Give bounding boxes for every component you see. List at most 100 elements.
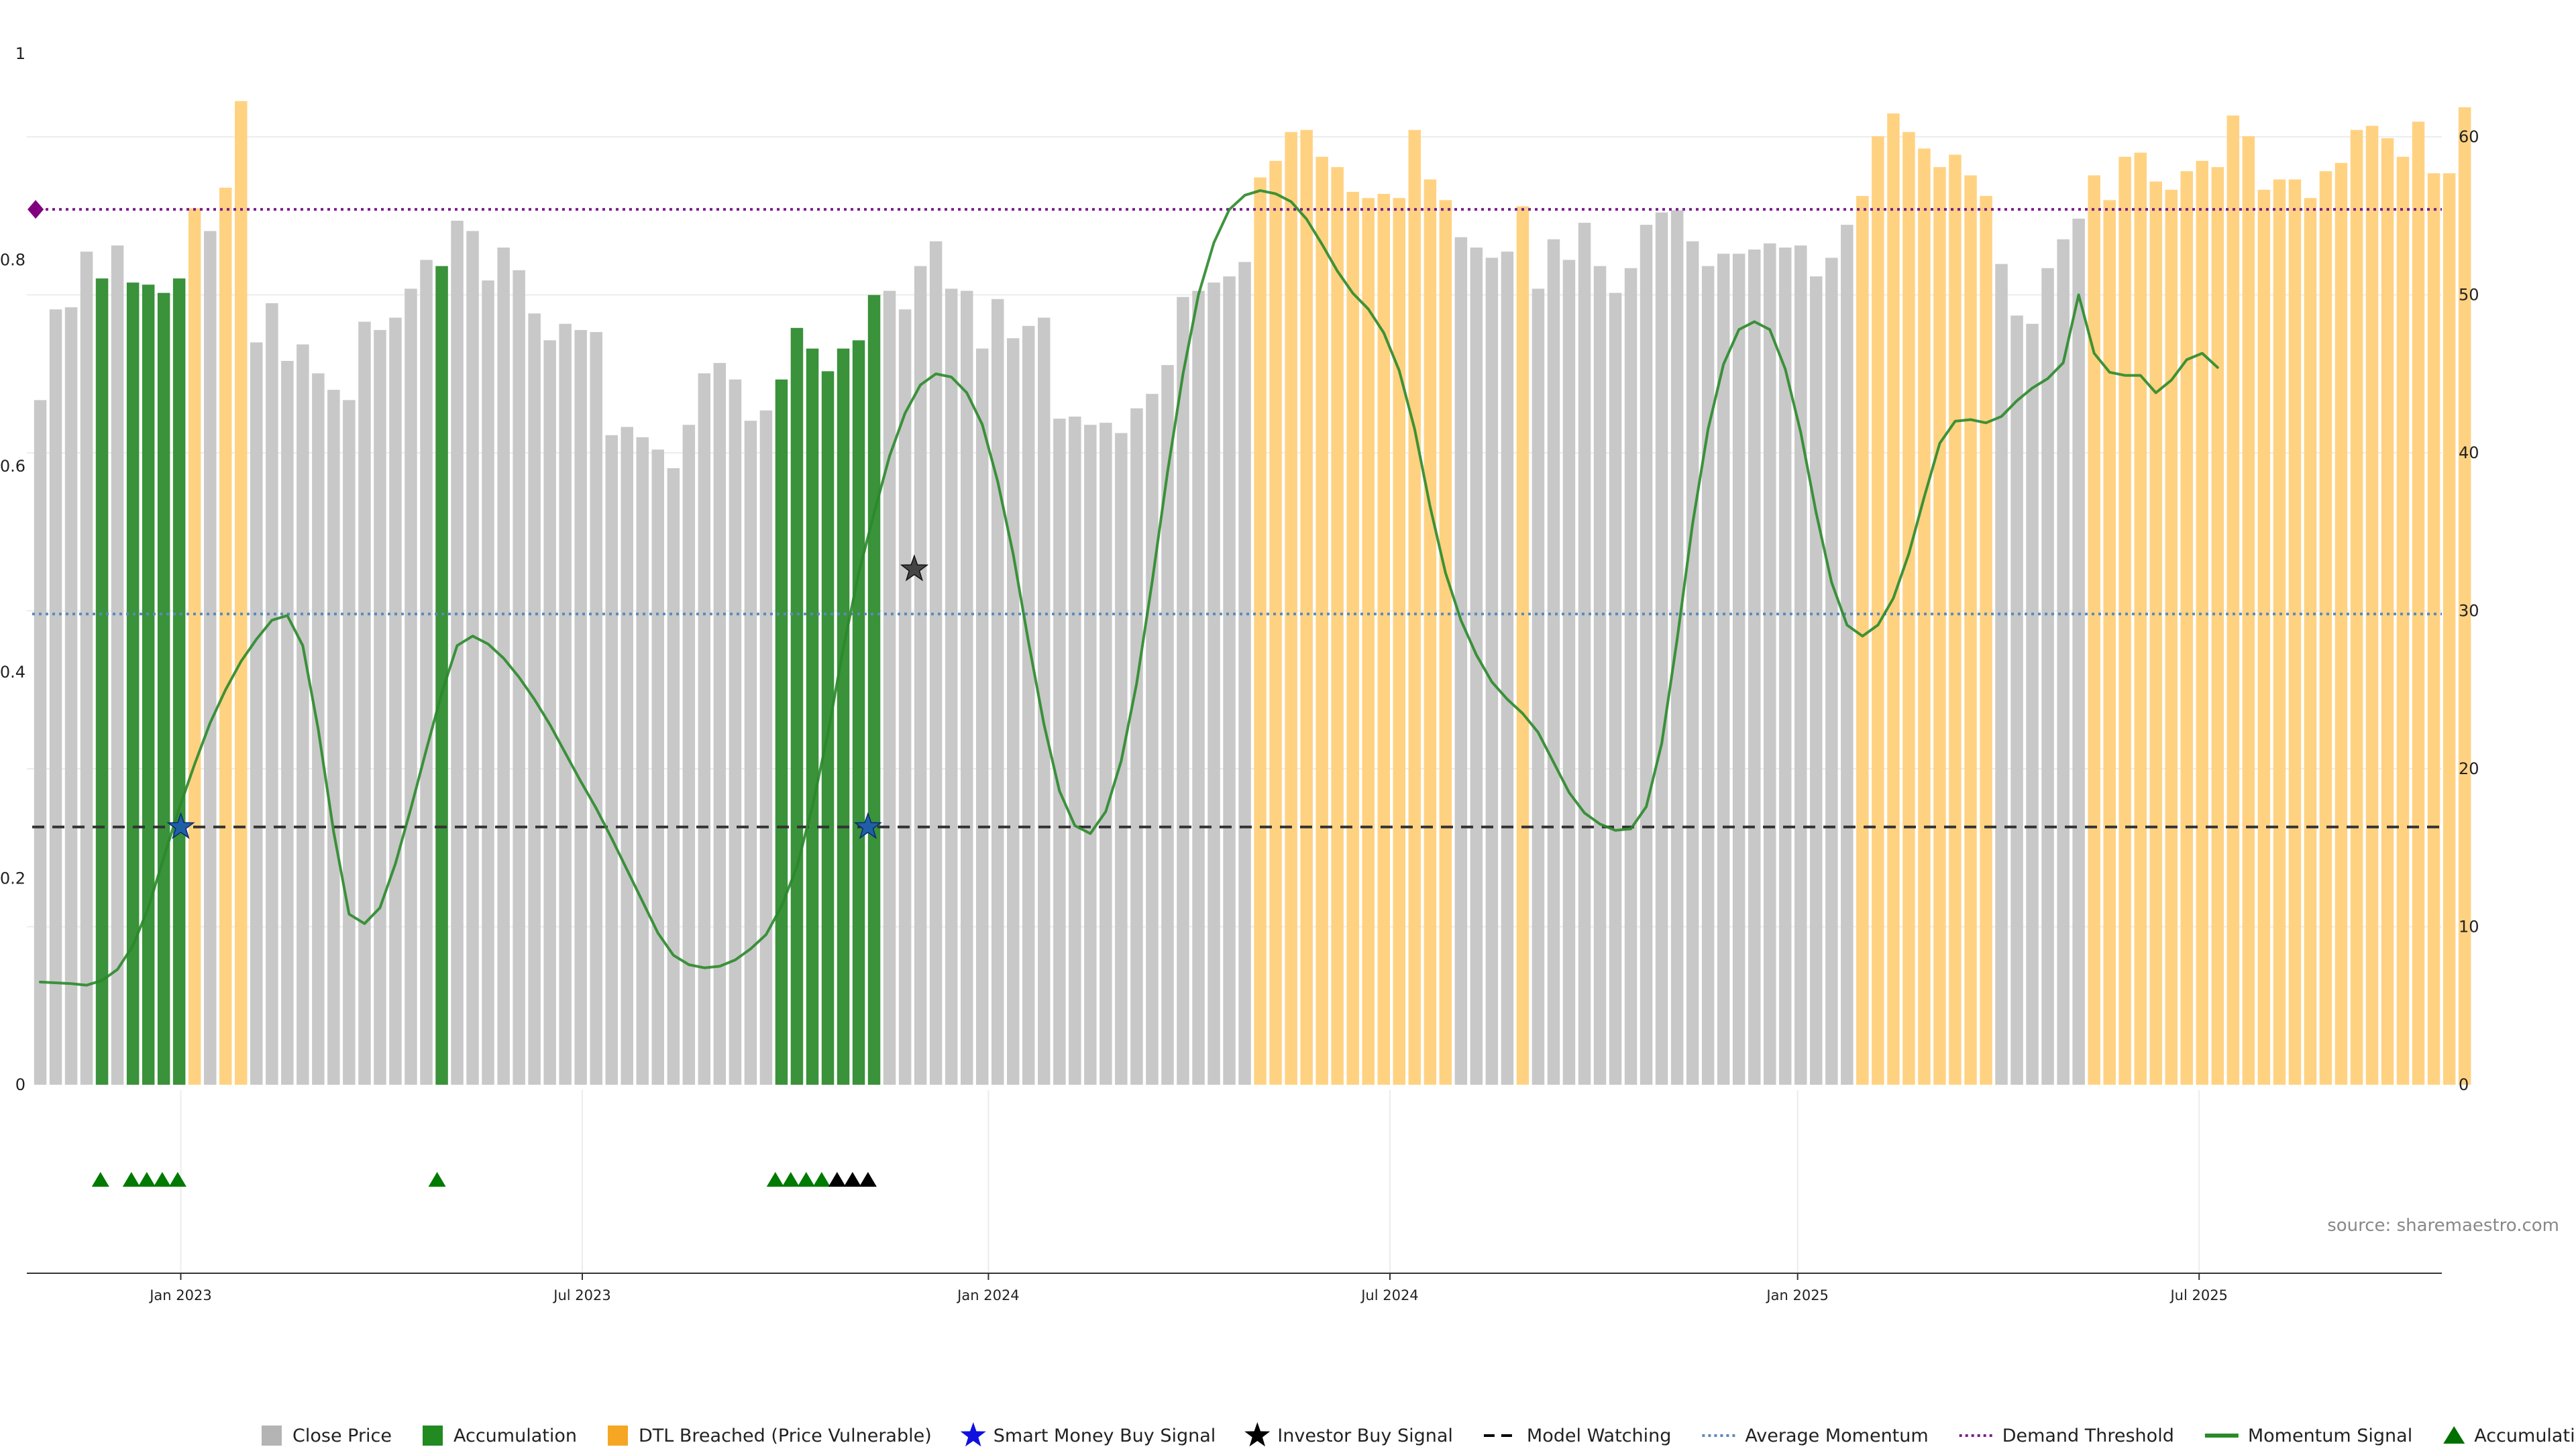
price-bar <box>621 427 633 1085</box>
legend-item: Average Momentum <box>1702 1426 1929 1446</box>
accumulation-marker <box>812 1172 830 1187</box>
legend-item: Accumulation <box>423 1426 577 1446</box>
source-label: source: sharemaestro.com <box>2327 1216 2559 1236</box>
price-bar <box>590 332 602 1085</box>
legend-label: Close Price <box>292 1426 392 1446</box>
price-bar <box>1269 160 1282 1085</box>
price-bar <box>2396 156 2410 1085</box>
price-bar <box>1732 254 1746 1085</box>
price-bar <box>2350 129 2363 1085</box>
date-tick-label: Jul 2025 <box>2169 1287 2227 1303</box>
legend-item: DTL Breached (Price Vulnerable) <box>607 1426 932 1446</box>
right-tick-label: 10 <box>2459 918 2479 936</box>
price-bar <box>34 400 47 1085</box>
legend: Close Price Accumulation DTL Breached (Pri… <box>262 1422 2576 1447</box>
price-bar <box>543 340 556 1085</box>
price-bar <box>2257 189 2271 1085</box>
price-bar <box>1177 297 1189 1085</box>
price-bar <box>1053 419 1066 1085</box>
legend-swatch <box>960 1422 986 1447</box>
price-bar <box>1501 252 1514 1085</box>
price-bar <box>1300 129 1313 1085</box>
price-bar <box>1532 288 1545 1085</box>
price-bar <box>2304 198 2317 1085</box>
accumulation-marker <box>153 1172 171 1187</box>
price-bar <box>2149 181 2162 1085</box>
price-bar <box>343 400 356 1085</box>
price-bar <box>1223 276 1236 1085</box>
price-bar <box>358 321 371 1085</box>
price-bar <box>1640 225 1653 1085</box>
legend-item: Momentum Signal <box>2204 1426 2412 1446</box>
accumulation-marker <box>843 1172 861 1187</box>
price-bar <box>976 348 989 1085</box>
price-bar <box>95 278 109 1085</box>
price-bar <box>2226 115 2240 1085</box>
accumulation-marker <box>122 1172 140 1187</box>
price-bar <box>898 309 912 1085</box>
price-bar <box>172 278 186 1085</box>
price-bar <box>1516 206 1529 1085</box>
price-bar <box>2041 268 2054 1085</box>
legend-label: Model Watching <box>1527 1426 1671 1446</box>
price-bar <box>1439 200 1452 1085</box>
price-bar <box>126 282 140 1085</box>
price-bar <box>2010 315 2023 1085</box>
price-bar <box>64 307 78 1085</box>
price-bar <box>1748 250 1761 1085</box>
price-bar <box>111 245 124 1085</box>
right-tick-label: 0 <box>2459 1075 2469 1094</box>
right-tick-label: 50 <box>2459 286 2479 305</box>
price-bar <box>1918 148 1931 1085</box>
price-bar <box>1779 248 1792 1085</box>
price-bar <box>2165 189 2178 1085</box>
price-bar <box>1980 196 1992 1085</box>
price-bar <box>1022 325 1035 1085</box>
price-bar <box>1099 423 1112 1085</box>
price-bar <box>1841 225 1854 1085</box>
price-bar <box>2273 179 2286 1085</box>
right-tick-label: 30 <box>2459 602 2479 621</box>
price-bar <box>297 344 309 1085</box>
date-tick-label: Jul 2024 <box>1360 1287 1418 1303</box>
price-bar <box>2365 125 2379 1085</box>
price-bar <box>1547 239 1560 1085</box>
price-bar <box>451 221 464 1085</box>
price-bar <box>1454 237 1468 1085</box>
accumulation-panel <box>91 1172 877 1187</box>
price-bar <box>1408 129 1421 1085</box>
price-bar <box>883 290 896 1085</box>
right-tick-label: 60 <box>2459 127 2479 146</box>
date-tick-label: Jan 2023 <box>148 1287 212 1303</box>
price-bar <box>188 208 201 1085</box>
price-bar <box>852 340 865 1085</box>
price-bar <box>1701 266 1715 1085</box>
legend-label: Smart Money Buy Signal <box>994 1426 1216 1446</box>
price-bar <box>2334 162 2348 1085</box>
accumulation-marker <box>766 1172 784 1187</box>
price-bar <box>1208 282 1220 1085</box>
price-bar <box>682 425 696 1085</box>
price-bar <box>1485 258 1499 1085</box>
price-bar <box>1254 177 1267 1085</box>
price-bar <box>2072 218 2085 1085</box>
date-tick-label: Jan 2024 <box>956 1287 1020 1303</box>
left-tick-label: 0.8 <box>0 250 25 269</box>
price-bar <box>1578 223 1591 1085</box>
right-axis: 0 10 20 30 40 50 60 <box>2459 127 2479 1094</box>
price-bar <box>651 449 664 1085</box>
momentum-signal-line <box>39 189 2219 987</box>
left-tick-label: 0 <box>15 1075 25 1094</box>
demand-threshold-marker <box>28 200 44 219</box>
price-bar <box>1285 131 1297 1085</box>
price-bar <box>1825 258 1838 1085</box>
legend-item: Demand Threshold <box>1959 1426 2174 1446</box>
price-bar <box>1949 154 1962 1085</box>
accumulation-marker <box>797 1172 815 1187</box>
price-bar <box>2180 171 2193 1085</box>
smart-money-buy-signal <box>853 812 883 839</box>
price-bar <box>945 288 958 1085</box>
legend-label: Momentum Signal <box>2248 1426 2412 1446</box>
legend-label: Investor Buy Signal <box>1277 1426 1453 1446</box>
